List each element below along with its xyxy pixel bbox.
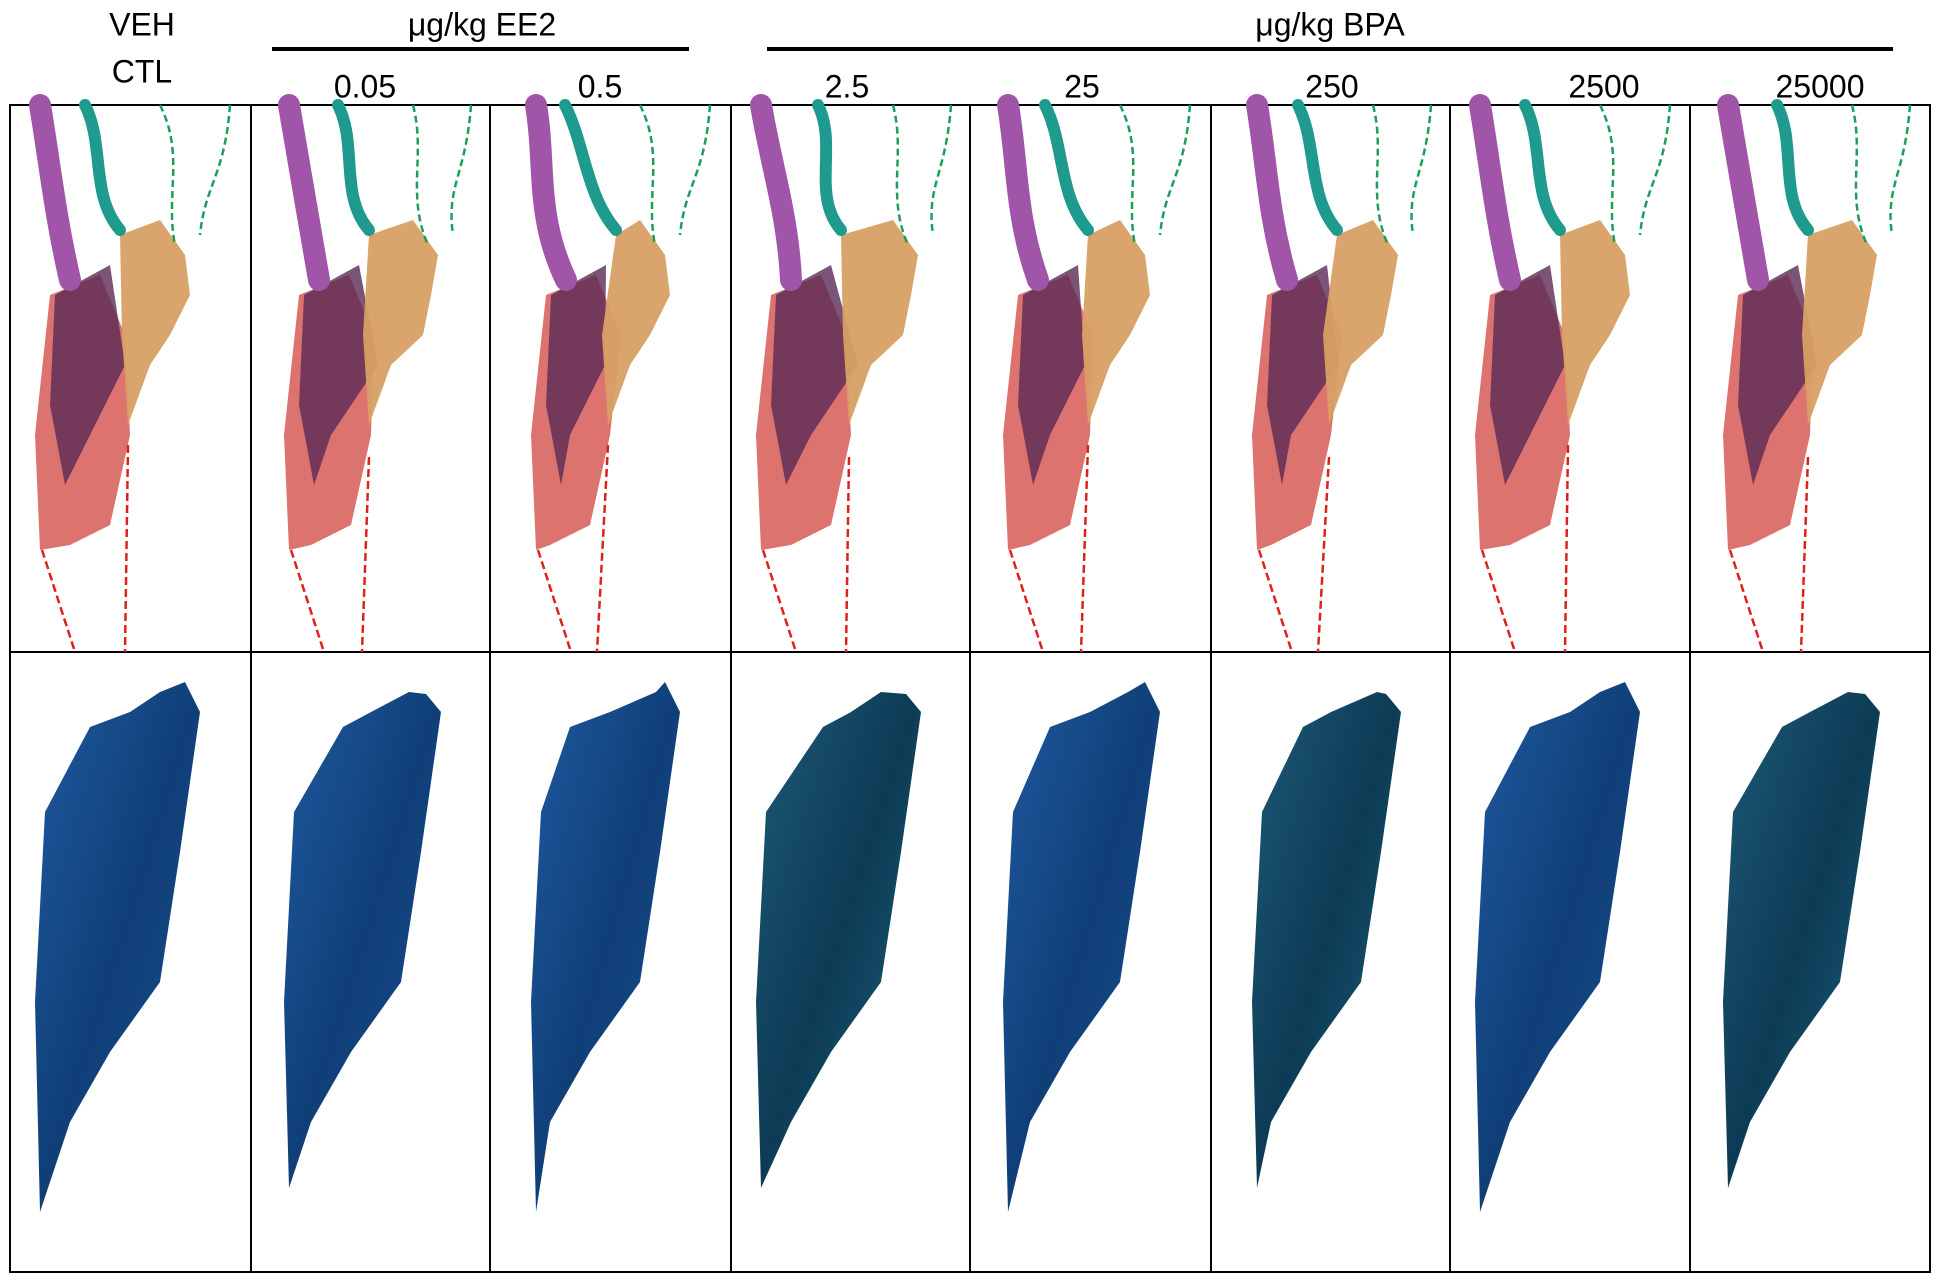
dose-label: 2500 — [1568, 68, 1639, 104]
dose-label: 25000 — [1776, 68, 1865, 104]
blue-surface — [1252, 692, 1401, 1188]
orange-region — [841, 220, 918, 425]
dose-label: 0.05 — [334, 68, 396, 104]
green-dash — [413, 105, 471, 245]
teal-duct — [1045, 105, 1088, 230]
teal-duct — [1525, 105, 1560, 230]
purple-duct — [761, 105, 791, 280]
blue-surface — [756, 692, 921, 1188]
figure: VEH CTL μg/kg EE2 μg/kg BPA 0.05 0.5 2.5 25… — [0, 0, 1938, 1275]
blue-surface — [1475, 682, 1640, 1212]
purple-duct — [1257, 105, 1287, 280]
teal-duct — [818, 105, 841, 230]
teal-duct — [85, 105, 120, 230]
green-dash — [1852, 105, 1910, 245]
purple-duct — [289, 105, 319, 280]
orange-region — [1560, 220, 1630, 425]
rendering — [1475, 105, 1670, 652]
dose-label: 0.5 — [578, 68, 622, 104]
blue-surface — [1003, 682, 1160, 1212]
rendering — [35, 105, 230, 652]
purple-duct — [40, 105, 70, 280]
green-dash — [1373, 105, 1431, 245]
surface — [35, 682, 200, 1212]
control-label: VEH — [109, 6, 175, 42]
green-dash — [893, 105, 951, 245]
orange-region — [602, 220, 670, 425]
group-label: μg/kg EE2 — [408, 6, 556, 42]
panel-grid — [10, 105, 1930, 1272]
blue-surface — [531, 682, 680, 1212]
dose-label: 25 — [1064, 68, 1100, 104]
rendering — [531, 105, 710, 652]
purple-duct — [536, 105, 566, 280]
teal-duct — [1298, 105, 1337, 230]
surface — [756, 692, 921, 1188]
orange-region — [1802, 220, 1877, 425]
rendering — [284, 105, 471, 652]
rendering — [756, 105, 951, 652]
orange-region — [1323, 220, 1398, 425]
surface — [531, 682, 680, 1212]
purple-duct — [1728, 105, 1758, 280]
green-dash — [640, 105, 710, 245]
dose-label: 250 — [1305, 68, 1358, 104]
rendering — [1003, 105, 1190, 652]
blue-surface — [35, 682, 200, 1212]
purple-duct — [1480, 105, 1510, 280]
surface — [1475, 682, 1640, 1212]
orange-region — [1082, 220, 1150, 425]
surface — [1252, 692, 1401, 1188]
orange-region — [363, 220, 438, 425]
teal-duct — [1777, 105, 1808, 230]
group-label: μg/kg BPA — [1255, 6, 1405, 42]
orange-region — [120, 220, 190, 425]
rendering — [1723, 105, 1910, 652]
blue-surface — [1723, 692, 1880, 1188]
purple-duct — [1008, 105, 1038, 280]
teal-duct — [338, 105, 369, 230]
rendering — [1252, 105, 1431, 652]
surface — [1003, 682, 1160, 1212]
teal-duct — [565, 105, 616, 230]
control-label: CTL — [112, 53, 172, 89]
surface — [1723, 692, 1880, 1188]
green-dash — [1120, 105, 1190, 245]
green-dash — [1600, 105, 1670, 245]
blue-surface — [284, 692, 441, 1188]
dose-label: 2.5 — [825, 68, 869, 104]
surface — [284, 692, 441, 1188]
green-dash — [160, 105, 230, 245]
